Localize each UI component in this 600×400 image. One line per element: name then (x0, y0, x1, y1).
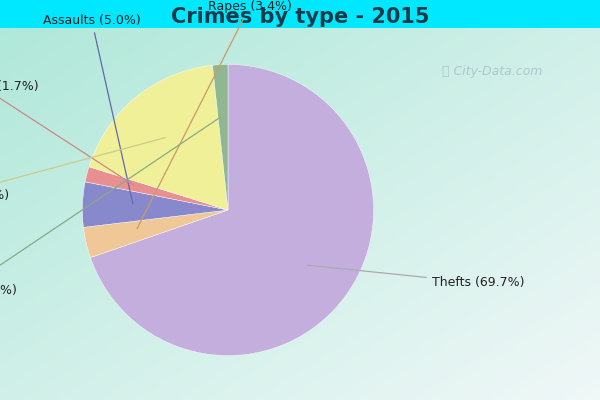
Wedge shape (82, 182, 228, 227)
Text: Crimes by type - 2015: Crimes by type - 2015 (171, 7, 429, 27)
Text: ⓘ City-Data.com: ⓘ City-Data.com (442, 66, 542, 78)
Wedge shape (85, 167, 228, 210)
Text: Robberies (1.7%): Robberies (1.7%) (0, 117, 221, 296)
Text: Burglaries (18.5%): Burglaries (18.5%) (0, 138, 165, 202)
Wedge shape (212, 64, 228, 210)
Wedge shape (91, 64, 374, 356)
Text: Thefts (69.7%): Thefts (69.7%) (308, 265, 524, 289)
Text: Rapes (3.4%): Rapes (3.4%) (137, 0, 292, 229)
Text: Assaults (5.0%): Assaults (5.0%) (43, 14, 140, 204)
Text: Auto thefts (1.7%): Auto thefts (1.7%) (0, 80, 134, 185)
Wedge shape (89, 65, 228, 210)
Wedge shape (83, 210, 228, 258)
